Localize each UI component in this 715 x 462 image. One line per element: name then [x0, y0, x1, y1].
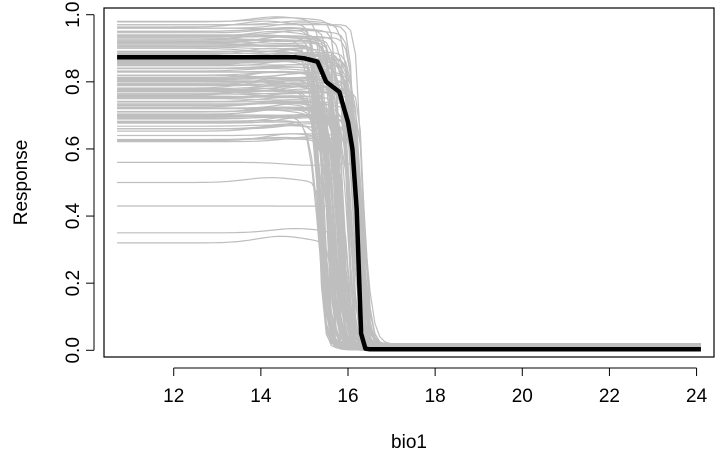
background-curve: [117, 133, 701, 345]
background-curve: [117, 70, 701, 347]
background-curve: [117, 93, 701, 349]
background-curve: [117, 106, 701, 348]
background-curve: [117, 20, 701, 348]
background-curve: [117, 107, 701, 350]
background-curve: [117, 95, 701, 351]
background-curve: [117, 176, 701, 347]
background-curve: [117, 54, 701, 349]
background-curve: [117, 123, 701, 351]
y-axis: 0.0 0.2 0.4 0.6 0.8 1.0: [63, 2, 95, 363]
background-curve: [117, 109, 701, 347]
x-axis: 12 14 16 18 20 22 24: [163, 367, 708, 407]
y-tick-label: 0.8: [63, 69, 84, 95]
x-tick-label: 24: [686, 386, 708, 407]
background-curve: [117, 106, 701, 347]
background-curve: [117, 138, 701, 349]
background-curve: [117, 114, 701, 346]
x-tick-label: 14: [250, 386, 272, 407]
background-curve: [117, 34, 701, 349]
y-axis-title: Response: [11, 140, 32, 226]
x-tick-label: 22: [599, 386, 620, 407]
background-curve: [117, 100, 701, 345]
background-curve: [117, 115, 701, 349]
background-curve: [117, 88, 701, 350]
background-curve: [117, 101, 701, 346]
background-curve: [117, 119, 701, 349]
background-curve: [117, 124, 701, 347]
background-curve: [117, 121, 701, 351]
x-tick-label: 12: [163, 386, 184, 407]
background-curves-group: [117, 16, 701, 351]
background-curve: [117, 66, 701, 349]
y-tick-label: 0.2: [63, 270, 84, 296]
background-curve: [117, 35, 701, 347]
background-curve: [117, 205, 701, 349]
background-curve: [117, 84, 701, 346]
y-tick-label: 0.0: [63, 337, 84, 363]
background-curve: [117, 91, 701, 349]
background-curve: [117, 79, 701, 348]
background-curve: [117, 161, 701, 345]
mean-curve-group: [117, 55, 701, 352]
background-curve: [117, 28, 701, 345]
background-curve: [117, 235, 701, 347]
background-curve: [117, 133, 701, 348]
background-curve: [117, 70, 701, 349]
background-curve: [117, 228, 701, 347]
background-curve: [117, 107, 701, 351]
mean-response-curve: [117, 55, 701, 352]
background-curve: [117, 136, 701, 347]
x-tick-label: 20: [512, 386, 533, 407]
background-curve: [117, 67, 701, 347]
y-tick-label: 1.0: [63, 2, 84, 28]
background-curve: [117, 106, 701, 346]
background-curve: [117, 107, 701, 345]
background-curve: [117, 17, 701, 346]
background-curve: [117, 95, 701, 350]
background-curve: [117, 121, 701, 349]
plot-frame: [103, 7, 715, 358]
y-tick-label: 0.6: [63, 136, 84, 162]
x-tick-label: 18: [425, 386, 446, 407]
background-curve: [117, 84, 701, 345]
background-curve: [117, 114, 701, 345]
background-curve: [117, 106, 701, 350]
background-curve: [117, 122, 701, 345]
x-tick-label: 16: [337, 386, 358, 407]
background-curve: [117, 59, 701, 345]
background-curve: [117, 95, 701, 346]
background-curve: [117, 35, 701, 348]
background-curve: [117, 136, 701, 346]
y-tick-label: 0.4: [63, 202, 84, 229]
x-axis-title: bio1: [391, 432, 427, 453]
background-curve: [117, 99, 701, 347]
background-curve: [117, 115, 701, 347]
background-curve: [117, 115, 701, 347]
background-curve: [117, 85, 701, 347]
background-curve: [117, 88, 701, 346]
background-curve: [117, 47, 701, 349]
background-curve: [117, 71, 701, 346]
background-curve: [117, 47, 701, 346]
background-curve: [117, 124, 701, 345]
background-curve: [117, 107, 701, 350]
background-curve: [117, 97, 701, 350]
background-curve: [117, 58, 701, 351]
background-curve: [117, 91, 701, 350]
background-curve: [117, 39, 701, 351]
background-curve: [117, 113, 701, 346]
